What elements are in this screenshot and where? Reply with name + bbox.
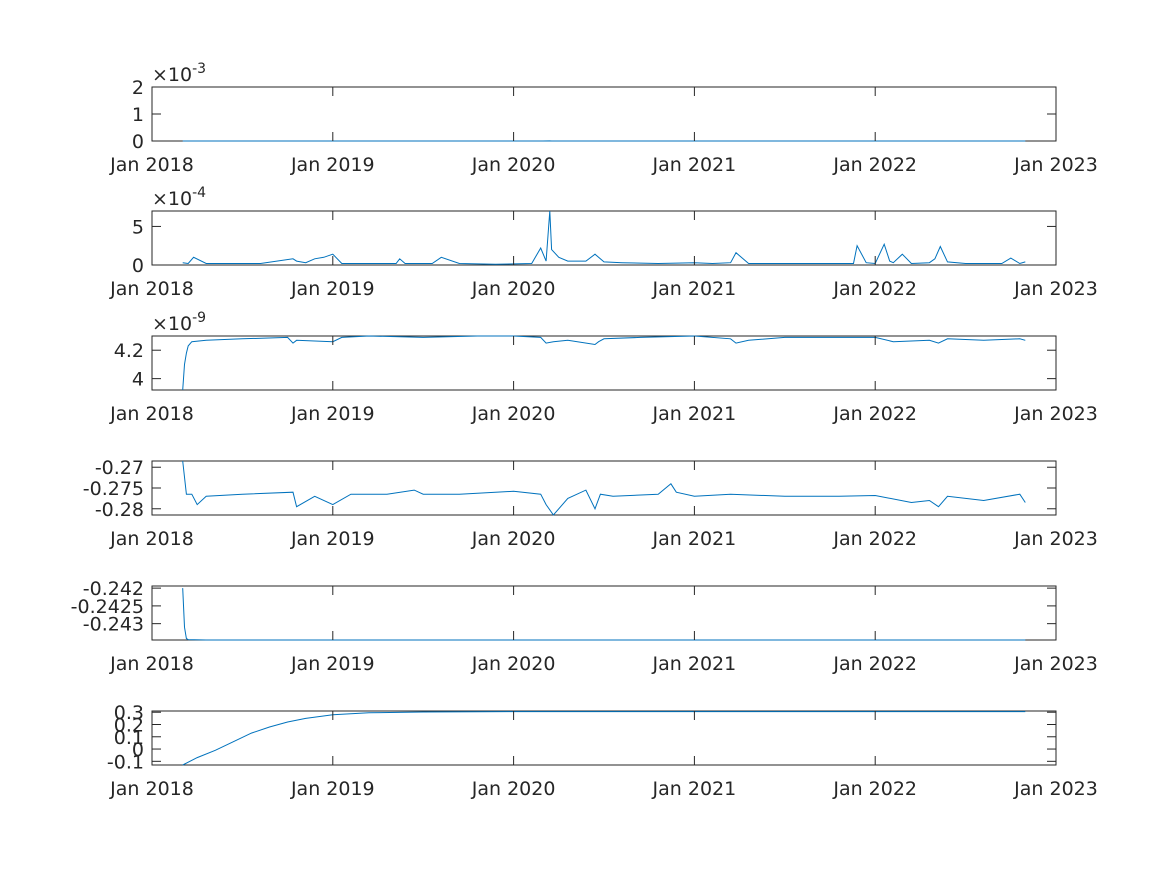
x-tick-label: Jan 2020 bbox=[471, 653, 556, 675]
x-tick-label: Jan 2019 bbox=[290, 154, 375, 176]
y-tick-label: 0 bbox=[132, 255, 144, 277]
x-tick-label: Jan 2018 bbox=[109, 278, 194, 300]
x-tick-label: Jan 2019 bbox=[290, 653, 375, 675]
exponent-power: -3 bbox=[192, 61, 206, 77]
axes-box bbox=[151, 710, 1057, 766]
subplot-5: Jan 2018 Jan 2019 Jan 2020 Jan 2021 Jan 2022… bbox=[71, 578, 1098, 675]
y-tick-label: -0.27 bbox=[95, 457, 144, 479]
x-tick-label: Jan 2023 bbox=[1013, 778, 1098, 800]
exponent-base: ×10 bbox=[152, 188, 192, 210]
series-line bbox=[182, 711, 1026, 766]
axes-box bbox=[151, 585, 1057, 641]
subplot-2: Jan 2018 Jan 2019 Jan 2020 Jan 2021 Jan 2022… bbox=[109, 185, 1098, 300]
series-line bbox=[182, 460, 1026, 516]
series-line bbox=[182, 335, 1026, 391]
x-tick-label: Jan 2021 bbox=[652, 154, 737, 176]
subplot-6: Jan 2018 Jan 2019 Jan 2020 Jan 2021 Jan 2022… bbox=[107, 702, 1098, 800]
x-tick-label: Jan 2020 bbox=[471, 154, 556, 176]
exponent-label: ×10-4 bbox=[152, 185, 206, 210]
x-tick-label: Jan 2023 bbox=[1013, 154, 1098, 176]
x-tick-label: Jan 2020 bbox=[471, 403, 556, 425]
y-tick-label: 0.3 bbox=[114, 702, 144, 724]
y-tick-label: 0.1 bbox=[114, 727, 144, 749]
y-tick-label: 4.2 bbox=[114, 340, 144, 362]
x-tick-label: Jan 2020 bbox=[471, 278, 556, 300]
y-tick-label: -0.2425 bbox=[71, 596, 144, 618]
series-line bbox=[182, 210, 1026, 265]
exponent-power: -4 bbox=[192, 185, 206, 201]
x-tick-label: Jan 2019 bbox=[290, 528, 375, 550]
y-tick-label: -0.1 bbox=[107, 751, 144, 773]
y-tick-label: -0.275 bbox=[83, 478, 144, 500]
x-tick-label: Jan 2019 bbox=[290, 403, 375, 425]
x-tick-label: Jan 2018 bbox=[109, 653, 194, 675]
axes-box bbox=[151, 460, 1057, 516]
y-tick-label: 2 bbox=[132, 77, 144, 99]
axes-box bbox=[151, 86, 1057, 142]
exponent-label: ×10-9 bbox=[152, 310, 206, 335]
axes-box bbox=[151, 210, 1057, 266]
series-line bbox=[182, 588, 1026, 641]
x-tick-label: Jan 2021 bbox=[652, 528, 737, 550]
x-tick-label: Jan 2021 bbox=[652, 278, 737, 300]
y-tick-label: 0.2 bbox=[114, 715, 144, 737]
subplot-1: Jan 2018 Jan 2019 Jan 2020 Jan 2021 Jan 2022… bbox=[109, 61, 1098, 176]
x-tick-label: Jan 2020 bbox=[471, 528, 556, 550]
subplot-3: Jan 2018 Jan 2019 Jan 2020 Jan 2021 Jan 2022… bbox=[109, 310, 1098, 425]
y-tick-label: 1 bbox=[132, 104, 144, 126]
x-tick-label: Jan 2023 bbox=[1013, 403, 1098, 425]
x-tick-label: Jan 2021 bbox=[652, 653, 737, 675]
x-tick-label: Jan 2022 bbox=[832, 403, 917, 425]
x-tick-label: Jan 2022 bbox=[832, 154, 917, 176]
y-tick-label: 0 bbox=[132, 131, 144, 153]
x-tick-label: Jan 2023 bbox=[1013, 528, 1098, 550]
axes-box bbox=[151, 335, 1057, 391]
exponent-base: ×10 bbox=[152, 313, 192, 335]
x-tick-label: Jan 2022 bbox=[832, 778, 917, 800]
subplot-4: Jan 2018 Jan 2019 Jan 2020 Jan 2021 Jan 2022… bbox=[83, 457, 1098, 550]
exponent-base: ×10 bbox=[152, 64, 192, 86]
x-tick-label: Jan 2023 bbox=[1013, 278, 1098, 300]
x-tick-label: Jan 2018 bbox=[109, 778, 194, 800]
x-tick-label: Jan 2018 bbox=[109, 154, 194, 176]
y-tick-label: 5 bbox=[132, 216, 144, 238]
x-tick-label: Jan 2020 bbox=[471, 778, 556, 800]
x-tick-label: Jan 2021 bbox=[652, 778, 737, 800]
y-tick-label: -0.28 bbox=[95, 499, 144, 521]
x-tick-label: Jan 2023 bbox=[1013, 653, 1098, 675]
y-tick-label: 0 bbox=[132, 739, 144, 761]
exponent-label: ×10-3 bbox=[152, 61, 206, 86]
x-tick-label: Jan 2022 bbox=[832, 653, 917, 675]
x-tick-label: Jan 2019 bbox=[290, 278, 375, 300]
x-tick-label: Jan 2019 bbox=[290, 778, 375, 800]
x-tick-label: Jan 2021 bbox=[652, 403, 737, 425]
x-tick-label: Jan 2018 bbox=[109, 403, 194, 425]
y-tick-label: -0.243 bbox=[83, 614, 144, 636]
x-tick-label: Jan 2018 bbox=[109, 528, 194, 550]
x-tick-label: Jan 2022 bbox=[832, 278, 917, 300]
y-tick-label: 4 bbox=[132, 369, 144, 391]
y-tick-label: -0.242 bbox=[83, 578, 144, 600]
x-tick-label: Jan 2022 bbox=[832, 528, 917, 550]
exponent-power: -9 bbox=[192, 310, 206, 326]
